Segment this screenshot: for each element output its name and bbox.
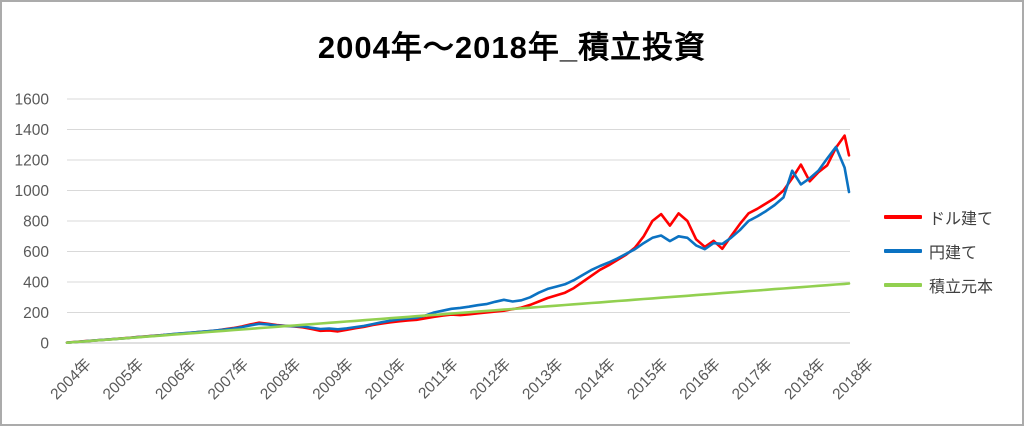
legend-swatch-usd [884, 215, 922, 219]
x-axis-label: 2013年 [519, 355, 567, 403]
x-axis-label: 2005年 [99, 355, 147, 403]
x-axis-label: 2011年 [415, 355, 462, 402]
y-axis-label: 200 [23, 305, 49, 322]
y-axis-label: 600 [23, 244, 49, 261]
x-axis-label: 2017年 [728, 355, 776, 403]
legend-label-usd: ドル建て [929, 211, 994, 228]
legend-swatch-principal [884, 283, 922, 287]
y-axis-label: 400 [23, 275, 49, 292]
x-axis-label: 2016年 [676, 355, 724, 403]
y-axis-label: 1600 [15, 92, 50, 109]
legend-swatch-jpy [884, 249, 922, 253]
y-axis-label: 1000 [15, 183, 50, 200]
y-axis-label: 1200 [15, 153, 50, 170]
x-axis-label: 2008年 [256, 355, 304, 403]
legend-label-principal: 積立元本 [929, 279, 994, 296]
legend-item-jpy: 円建て [884, 234, 993, 268]
x-axis-label: 2014年 [571, 355, 619, 403]
y-axis-label: 1400 [15, 122, 50, 139]
x-axis-label: 2010年 [361, 355, 409, 403]
series-line-principal [65, 282, 851, 345]
x-axis-label: 2018年 [829, 355, 877, 403]
legend-item-principal: 積立元本 [884, 268, 993, 302]
legend-item-usd: ドル建て [884, 200, 993, 234]
x-axis-label: 2015年 [623, 355, 671, 403]
x-axis-label: 2004年 [47, 355, 95, 403]
legend-label-jpy: 円建て [929, 245, 978, 262]
legend: ドル建て 円建て 積立元本 [884, 200, 993, 302]
chart-title: 2004年～2018年_積立投資 [317, 30, 707, 65]
y-axis-label: 0 [40, 336, 49, 353]
x-axis-label: 2018年 [781, 355, 829, 403]
x-axis-label: 2012年 [466, 355, 514, 403]
x-axis-label: 2007年 [204, 355, 252, 403]
x-axis-label: 2009年 [309, 355, 357, 403]
y-axis-label: 800 [23, 214, 49, 231]
x-axis-label: 2006年 [152, 355, 200, 403]
series-line-usd [65, 134, 851, 344]
